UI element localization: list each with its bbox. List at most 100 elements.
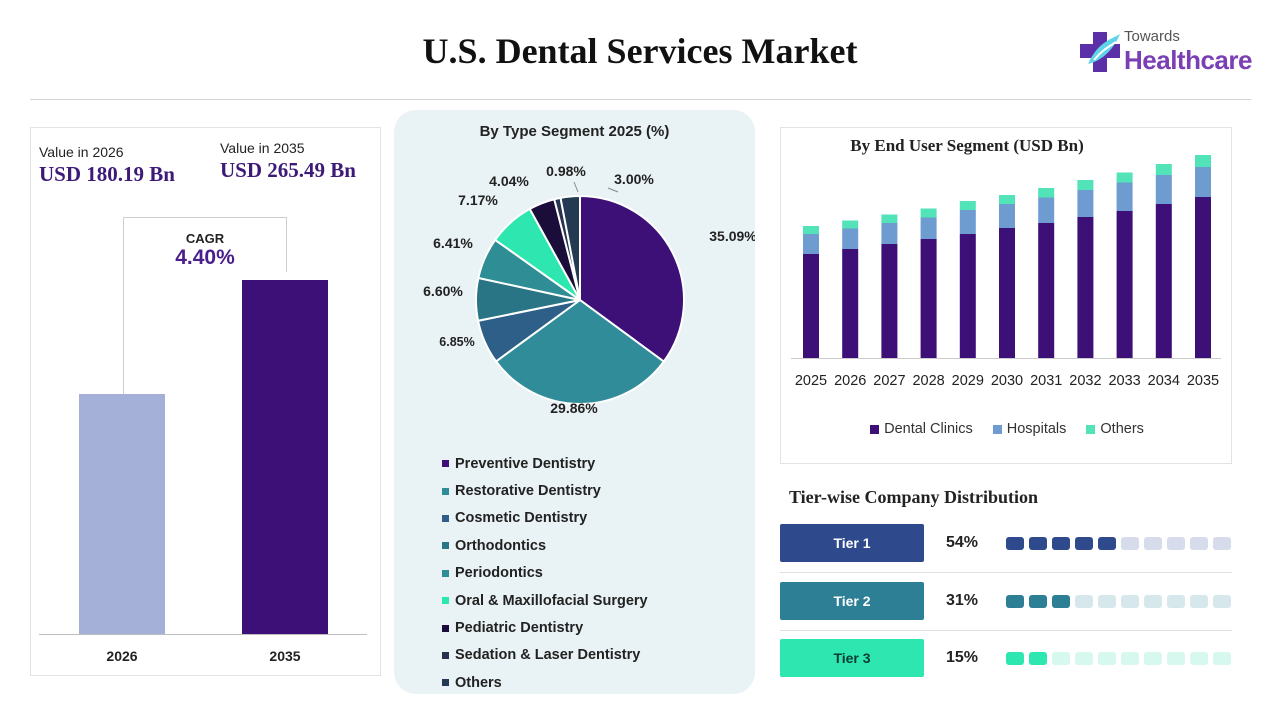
pie-legend-item: Sedation & Laser Dentistry [442, 642, 648, 669]
bar-segment-hospitals [881, 223, 898, 244]
value-2035-label: Value in 2035 [220, 140, 305, 156]
pie-value-label: 6.41% [433, 235, 473, 251]
pie-slice-preventive-dentistry [579, 194, 685, 364]
tier-label: Tier 3 [780, 639, 924, 677]
pie-legend-item: Oral & Maxillofacial Surgery [442, 587, 648, 614]
end-user-title: By End User Segment (USD Bn) [850, 136, 1084, 155]
value-bar-2035 [242, 280, 328, 634]
pie-legend-item: Preventive Dentistry [442, 450, 648, 477]
legend-label: Pediatric Dentistry [455, 620, 584, 637]
market-value-panel: Value in 2026 USD 180.19 Bn Value in 203… [30, 127, 381, 676]
progress-block-filled [1052, 537, 1070, 550]
progress-block-empty [1075, 595, 1093, 608]
bar-segment-dental-clinics [920, 239, 937, 358]
pie-legend-item: Restorative Dentistry [442, 477, 648, 504]
cagr-label: CAGR [185, 231, 225, 246]
pie-legend-item: Cosmetic Dentistry [442, 505, 648, 532]
tier-row: Tier 3 15% [780, 639, 1232, 697]
progress-block-empty [1144, 595, 1162, 608]
value-bar-2026 [79, 393, 165, 634]
x-tick-label: 2033 [1108, 373, 1140, 389]
bar-segment-dental-clinics [959, 234, 976, 358]
pie-value-label: 29.86% [550, 400, 598, 416]
pie-slice-restorative-dentistry [494, 298, 666, 405]
progress-block-filled [1052, 595, 1070, 608]
bar-segment-hospitals [803, 234, 819, 254]
end-user-stacked-bar-chart: 2025 2026 2027 2028 2029 2030 2031 2032 2033 2034… [791, 155, 1221, 389]
legend-swatch [442, 597, 449, 605]
bar-segment-others [803, 226, 819, 234]
x-tick-label: 2028 [912, 373, 944, 389]
pie-legend-item: Periodontics [442, 560, 648, 587]
bar-segment-hospitals [1038, 197, 1055, 223]
progress-block-empty [1121, 595, 1139, 608]
legend-swatch [870, 424, 880, 434]
progress-block-filled [1029, 537, 1047, 550]
tier-row: Tier 2 31% [780, 582, 1232, 640]
bar-segment-others [881, 214, 898, 223]
bar-segment-others [999, 195, 1015, 204]
value-2026-amount: USD 180.19 Bn [39, 162, 175, 186]
value-2026-label: Value in 2026 [39, 144, 124, 160]
bar-segment-dental-clinics [1155, 204, 1172, 358]
tier-label: Tier 1 [780, 524, 924, 562]
progress-block-filled [1029, 652, 1047, 665]
pie-value-label: 7.17% [458, 192, 498, 208]
end-user-legend-item: Others [1086, 421, 1144, 437]
pie-leader-line [607, 187, 619, 193]
legend-label: Sedation & Laser Dentistry [455, 647, 641, 664]
bar-segment-dental-clinics [881, 244, 898, 358]
progress-block-empty [1144, 652, 1162, 665]
brand-logo: Towards Healthcare [1080, 28, 1260, 78]
legend-label: Oral & Maxillofacial Surgery [455, 592, 648, 609]
progress-block-empty [1167, 652, 1185, 665]
tier-progress [1006, 595, 1231, 608]
legend-swatch [442, 651, 449, 659]
progress-block-filled [1006, 537, 1024, 550]
cagr-box [123, 217, 287, 272]
type-segment-panel: By Type Segment 2025 (%) 35.09% 29.86% 6.8… [394, 110, 755, 694]
type-segment-pie-chart: 35.09% 29.86% 6.85% 6.60% 6.41% 7.17% 4.04% 0.9… [423, 163, 755, 416]
x-tick-label: 2034 [1148, 373, 1180, 389]
pie-legend-item: Others [442, 669, 648, 696]
tier-separator [780, 630, 1232, 631]
progress-block-filled [1006, 595, 1024, 608]
pie-value-label: 6.85% [439, 335, 474, 349]
cagr-value: 4.40% [175, 246, 235, 269]
legend-swatch [442, 679, 449, 687]
legend-swatch [442, 460, 449, 468]
progress-block-empty [1098, 652, 1116, 665]
tier-progress [1006, 537, 1231, 550]
bar-segment-hospitals [1116, 182, 1133, 211]
bar-segment-others [1195, 155, 1211, 167]
bar-segment-hospitals [999, 204, 1015, 228]
progress-block-filled [1006, 652, 1024, 665]
x-tick-label: 2031 [1030, 373, 1062, 389]
x-tick-label: 2026 [834, 373, 866, 389]
legend-label: Orthodontics [455, 537, 547, 554]
bar-segment-dental-clinics [842, 249, 859, 358]
pie-leader-line [573, 181, 579, 193]
bar-segment-others [920, 208, 937, 218]
pie-title: By Type Segment 2025 (%) [479, 123, 670, 140]
legend-label: Others [1100, 421, 1144, 437]
end-user-legend-item: Dental Clinics [870, 421, 973, 437]
progress-block-empty [1213, 652, 1231, 665]
progress-block-empty [1144, 537, 1162, 550]
bar-segment-others [1116, 172, 1133, 183]
pie-legend-item: Pediatric Dentistry [442, 614, 648, 641]
x-tick-label: 2032 [1069, 373, 1101, 389]
progress-block-empty [1190, 537, 1208, 550]
progress-block-empty [1121, 652, 1139, 665]
legend-swatch [442, 624, 449, 632]
legend-label: Others [455, 674, 502, 691]
legend-swatch [442, 487, 449, 495]
pie-value-label: 3.00% [614, 171, 654, 187]
tier-separator [780, 572, 1232, 573]
bar-baseline [39, 634, 367, 635]
progress-block-filled [1098, 537, 1116, 550]
pie-slice-others [559, 194, 581, 301]
value-2035-amount: USD 265.49 Bn [220, 158, 356, 182]
legend-swatch [442, 514, 449, 522]
x-tick-label: 2035 [1187, 373, 1219, 389]
